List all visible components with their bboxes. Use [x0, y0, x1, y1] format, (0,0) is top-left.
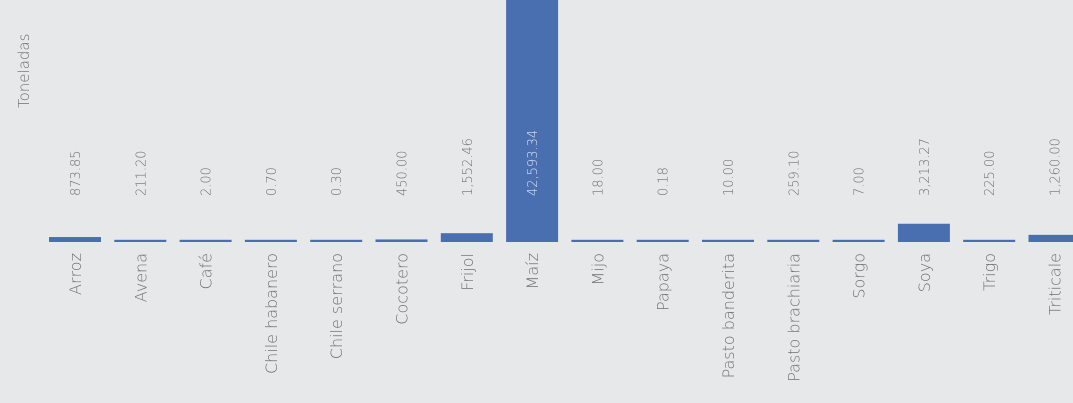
category-label-chile-habanero: Chile habanero [262, 253, 281, 374]
value-label-pasto-banderita: 10.00 [722, 159, 737, 196]
value-label-mijo: 18.00 [591, 159, 606, 196]
category-label-soya: Soya [915, 253, 934, 292]
bar-frijol [440, 233, 493, 242]
category-label-cafe: Café [197, 253, 216, 289]
bar-soya [897, 223, 950, 242]
category-label-sorgo: Sorgo [850, 253, 869, 299]
bar-pasto-brachiaria [767, 239, 820, 242]
bar-trigo [963, 239, 1016, 242]
category-label-cocotero: Cocotero [393, 253, 412, 325]
category-label-pasto-brachiaria: Pasto brachiaria [784, 253, 803, 382]
category-label-avena: Avena [131, 253, 150, 302]
category-label-frijol: Frijol [458, 253, 477, 291]
bar-papaya [636, 239, 689, 242]
bar-maiz [506, 0, 559, 242]
category-label-maiz: Maíz [523, 253, 542, 289]
y-axis-label: Toneladas [15, 34, 33, 108]
category-label-arroz: Arroz [66, 253, 85, 295]
bars-group [49, 0, 1073, 242]
bar-pasto-banderita [702, 239, 754, 242]
category-label-triticale: Triticale [1046, 253, 1065, 315]
value-label-chile-habanero: 0.70 [265, 167, 280, 196]
category-label-mijo: Mijo [588, 253, 607, 285]
value-label-maiz: 42,593.34 [526, 130, 541, 196]
value-labels-group: 873.85 211.20 2.00 0.70 0.30 450.00 1,552.46 42… [69, 130, 1064, 196]
bar-chile-serrano [310, 239, 363, 242]
value-label-cocotero: 450.00 [396, 151, 411, 197]
value-label-chile-serrano: 0.30 [330, 167, 345, 196]
bar-arroz [49, 237, 101, 242]
value-label-arroz: 873.85 [69, 151, 84, 197]
bar-mijo [571, 239, 624, 242]
bar-cocotero [375, 239, 428, 242]
value-label-soya: 3,213.27 [918, 138, 933, 196]
category-label-papaya: Papaya [654, 253, 673, 311]
value-label-pasto-brachiaria: 259.10 [787, 151, 802, 197]
bar-chile-habanero [244, 239, 297, 242]
bar-cafe [179, 239, 232, 242]
bar-avena [114, 239, 167, 242]
value-label-frijol: 1,552.46 [461, 138, 476, 196]
value-label-avena: 211.20 [134, 151, 149, 197]
category-labels-group: Arroz Avena Café Chile habanero Chile serran… [66, 253, 1065, 382]
value-label-trigo: 225.00 [983, 151, 998, 197]
category-label-pasto-banderita: Pasto banderita [719, 253, 738, 378]
bar-triticale [1028, 234, 1073, 242]
value-label-cafe: 2.00 [200, 167, 215, 196]
value-label-triticale: 1,260.00 [1049, 138, 1064, 196]
bar-sorgo [832, 239, 885, 242]
value-label-sorgo: 7.00 [853, 167, 868, 196]
value-label-papaya: 0.18 [657, 167, 672, 196]
category-label-trigo: Trigo [980, 253, 999, 291]
category-label-chile-serrano: Chile serrano [327, 253, 346, 359]
